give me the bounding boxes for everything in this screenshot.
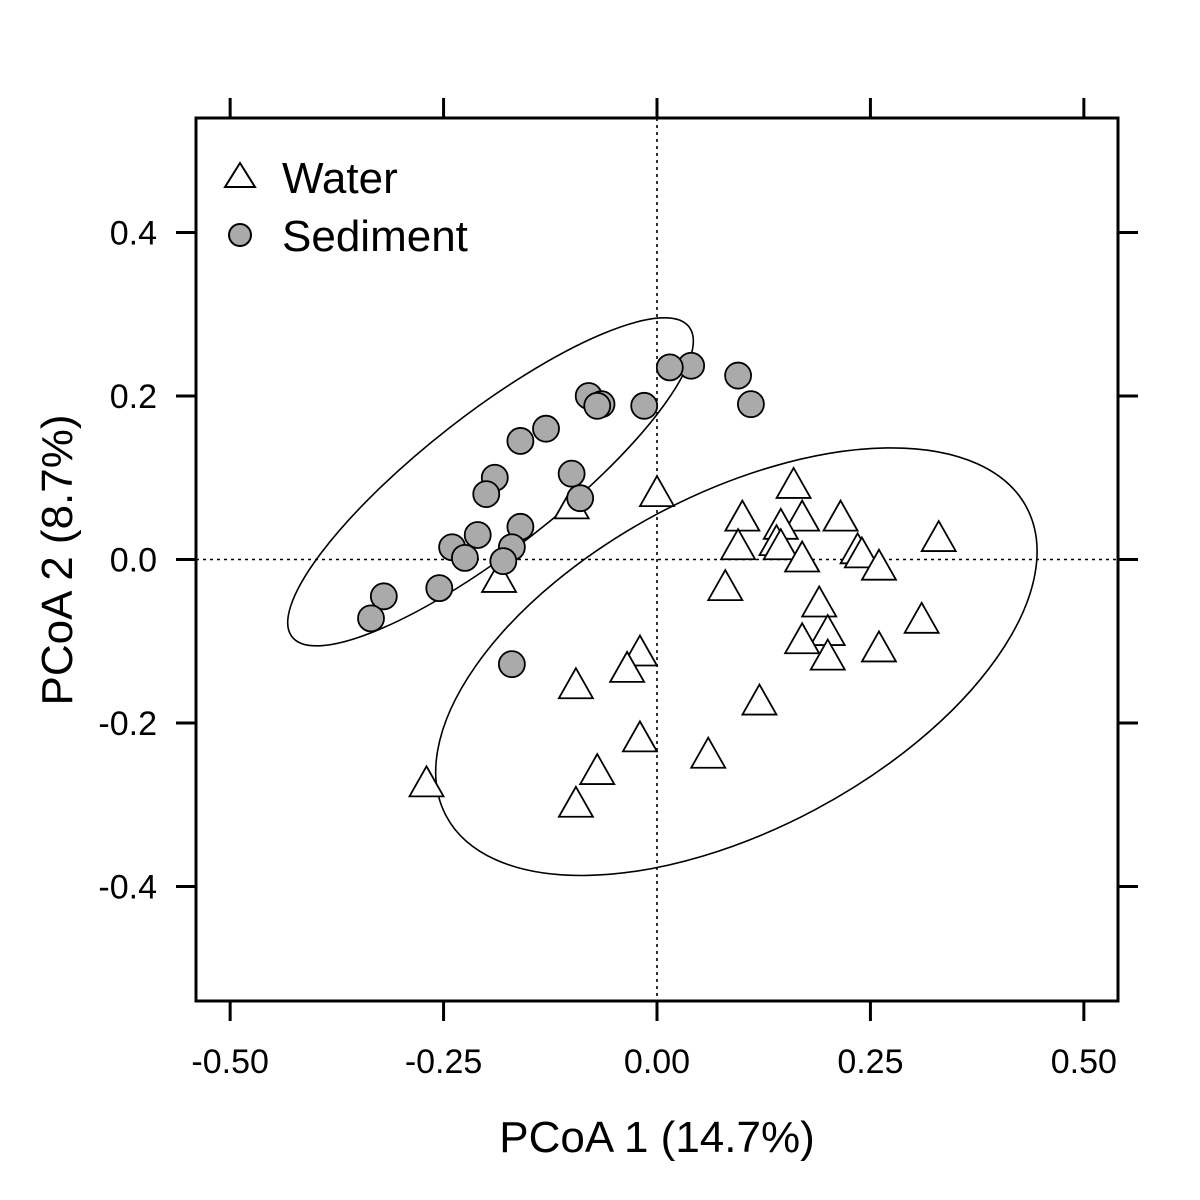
y-tick-label: 0.0: [110, 542, 157, 580]
water-point: [689, 735, 727, 769]
water-point: [407, 764, 446, 798]
water-point: [920, 519, 958, 552]
y-axis-title: PCoA 2 (8.7%): [33, 414, 82, 705]
sediment-point: [655, 353, 684, 382]
water-point: [557, 784, 595, 818]
water-point: [608, 650, 646, 683]
sediment-point: [472, 480, 501, 508]
water-point: [740, 682, 778, 716]
ellipse-sediment: [286, 317, 695, 647]
confidence-ellipses: [286, 317, 1038, 877]
sediment-point: [451, 543, 479, 572]
water-point: [783, 498, 821, 532]
data-points: [357, 351, 958, 818]
sediment-point: [506, 427, 535, 455]
x-tick-label: 0.00: [624, 1043, 690, 1081]
water-point: [860, 547, 898, 581]
legend-sediment-label: Sediment: [282, 212, 468, 261]
water-point: [578, 752, 616, 785]
sediment-point: [489, 547, 518, 576]
x-tick-label: 0.50: [1051, 1043, 1117, 1081]
sediment-point: [724, 361, 753, 390]
y-tick-label: 0.4: [110, 214, 157, 252]
sediment-point: [557, 459, 586, 488]
water-point: [706, 568, 744, 602]
water-point: [621, 719, 659, 753]
water-point: [809, 637, 847, 671]
water-point: [783, 539, 821, 573]
water-point: [822, 498, 860, 532]
ellipse-water: [434, 447, 1038, 877]
sediment-point: [583, 391, 612, 420]
water-point: [775, 466, 813, 499]
y-tick-label: -0.4: [98, 869, 157, 907]
reference-lines: [196, 118, 1118, 1001]
water-point: [723, 498, 761, 532]
x-axis-title: PCoA 1 (14.7%): [499, 1113, 815, 1162]
water-point: [480, 560, 518, 593]
sediment-point: [497, 650, 526, 679]
water-point: [719, 527, 757, 561]
legend: Water Sediment: [223, 154, 468, 261]
sediment-point: [630, 391, 659, 420]
x-tick-label: -0.25: [405, 1043, 483, 1081]
water-point: [860, 629, 898, 663]
sediment-point: [425, 574, 454, 603]
sediment-point: [566, 484, 595, 513]
x-tick-label: -0.50: [191, 1043, 269, 1081]
legend-sediment-marker: [228, 223, 252, 247]
water-point: [762, 527, 800, 561]
sediment-point: [463, 521, 492, 549]
x-tick-label: 0.25: [837, 1043, 903, 1081]
y-tick-label: 0.2: [110, 378, 157, 416]
sediment-point: [357, 604, 385, 633]
axis-ticks: -0.50 -0.25 0.00 0.25 0.50 -0.4 -0.2 0.0 0.2 0.4: [98, 98, 1138, 1081]
water-point: [783, 621, 821, 655]
water-point: [557, 666, 595, 700]
water-point: [903, 600, 941, 634]
y-tick-label: -0.2: [98, 705, 157, 743]
legend-water-label: Water: [282, 154, 398, 203]
sediment-point: [369, 582, 398, 611]
water-point: [638, 474, 676, 507]
sediment-point: [532, 414, 560, 443]
water-point: [800, 584, 838, 618]
legend-water-marker: [223, 161, 257, 188]
sediment-point: [737, 390, 765, 419]
water-point: [843, 535, 881, 569]
